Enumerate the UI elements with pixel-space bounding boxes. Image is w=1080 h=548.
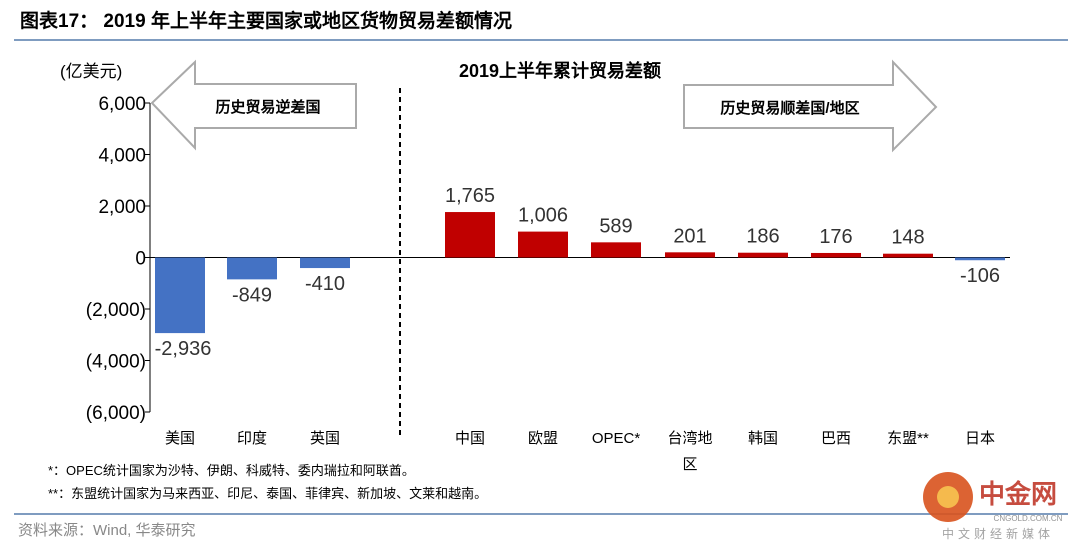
bar (445, 212, 495, 258)
y-tick-label: 4,000 (98, 146, 146, 167)
bar (155, 257, 205, 334)
bars: -2,936 美国 -849 印度 -410 英国 1,765 中国 1,006 欧盟 589 OPE… (155, 185, 1005, 473)
data-label: 201 (673, 225, 706, 247)
watermark-domain: CNGOLD.COM.CN (994, 514, 1063, 523)
data-label: 176 (819, 226, 852, 248)
data-label: -410 (305, 273, 345, 295)
x-tick-label-wrap: 区 (682, 456, 697, 473)
data-label: 148 (891, 227, 924, 249)
y-tick-label: 2,000 (98, 197, 146, 218)
x-tick-label: OPEC* (592, 430, 641, 447)
x-tick-label: 台湾地 (667, 430, 712, 447)
data-label: 589 (599, 215, 632, 237)
bar (227, 257, 277, 280)
bar (738, 252, 788, 258)
y-axis: 6,000 4,000 2,000 0 (2,000) (4,000) (6,000) (86, 94, 1010, 424)
right-arrow: 历史贸易顺差国/地区 (683, 59, 938, 153)
watermark-name: 中金网 (979, 479, 1057, 509)
figure-title: 图表17： 2019 年上半年主要国家或地区货物贸易差额情况 (20, 9, 512, 32)
data-label: -106 (960, 265, 1000, 287)
bar (811, 252, 861, 258)
x-tick-label: 欧盟 (528, 430, 558, 447)
bar (883, 253, 933, 258)
x-tick-label: 中国 (455, 430, 485, 447)
x-tick-label: 巴西 (821, 430, 851, 447)
x-tick-label: 东盟** (887, 430, 929, 447)
x-tick-label: 英国 (310, 429, 340, 447)
note-opec: *：OPEC统计国家为沙特、伊朗、科威特、委内瑞拉和阿联酋。 (48, 463, 415, 478)
y-tick-label: (2,000) (86, 300, 146, 321)
bar (591, 242, 641, 258)
right-arrow-label: 历史贸易顺差国/地区 (720, 99, 859, 117)
data-label: -2,936 (155, 338, 212, 360)
left-arrow-label: 历史贸易逆差国 (215, 98, 320, 116)
bar (665, 252, 715, 258)
data-label: 186 (746, 226, 779, 248)
y-tick-label: (4,000) (86, 352, 146, 373)
note-asean: **：东盟统计国家为马来西亚、印尼、泰国、菲律宾、新加坡、文莱和越南。 (48, 486, 487, 501)
x-tick-label: 日本 (965, 430, 995, 447)
y-tick-label: 6,000 (98, 94, 146, 115)
bar (518, 231, 568, 258)
left-arrow: 历史贸易逆差国 (150, 59, 357, 151)
data-label: 1,765 (445, 185, 495, 207)
source: 资料来源：Wind, 华泰研究 (18, 522, 196, 539)
bar (955, 257, 1005, 261)
y-tick-label: (6,000) (86, 403, 146, 424)
x-tick-label: 印度 (237, 430, 267, 447)
watermark: 中金网 CNGOLD.COM.CN 中文财经新媒体 (923, 472, 1063, 541)
x-tick-label: 美国 (165, 430, 195, 447)
y-axis-unit: (亿美元) (60, 62, 122, 81)
watermark-tagline: 中文财经新媒体 (942, 526, 1054, 541)
data-label: 1,006 (518, 205, 568, 227)
x-tick-label: 韩国 (748, 430, 778, 447)
data-label: -849 (232, 284, 272, 306)
bar (300, 257, 350, 269)
chart-title: 2019上半年累计贸易差额 (459, 60, 661, 81)
y-tick-label: 0 (135, 249, 146, 270)
